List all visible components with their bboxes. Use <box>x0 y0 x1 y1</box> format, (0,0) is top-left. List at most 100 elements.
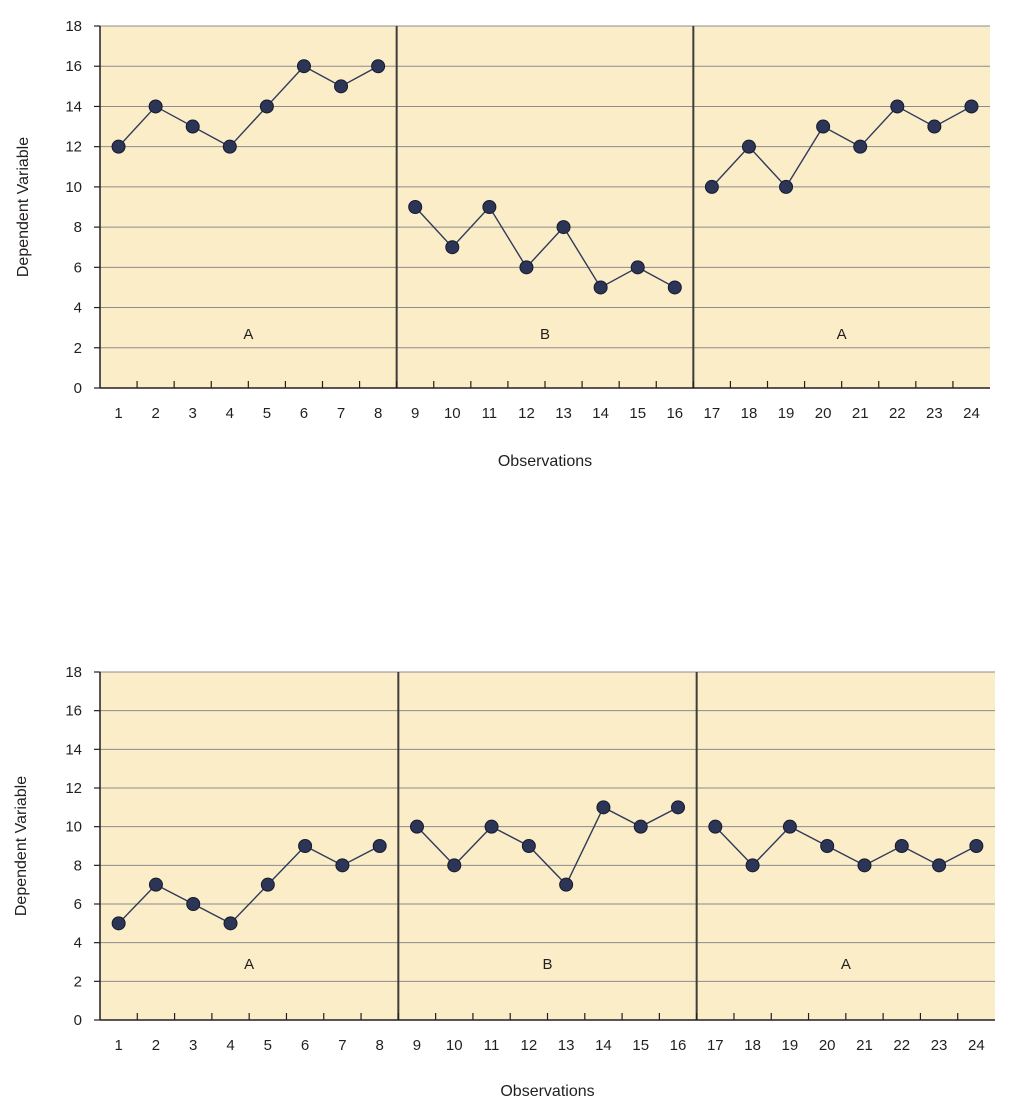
x-tick-label: 10 <box>446 1037 463 1054</box>
data-point <box>409 819 424 834</box>
series-line-phase-1 <box>118 845 381 925</box>
y-tick-label: 18 <box>65 18 82 35</box>
phase-label: A <box>837 326 847 343</box>
x-tick-label: 7 <box>337 405 345 422</box>
data-point <box>932 858 947 873</box>
data-point <box>372 839 387 853</box>
series-line-phase-2 <box>416 806 679 886</box>
data-point <box>521 839 536 853</box>
data-point <box>371 59 386 74</box>
y-axis-title: Dependent Variable <box>15 137 32 277</box>
data-point <box>296 59 311 74</box>
data-point <box>782 819 797 834</box>
x-tick-label: 20 <box>815 405 832 422</box>
phase-label: B <box>542 956 552 973</box>
data-point <box>559 877 574 892</box>
x-tick-label: 9 <box>411 405 419 422</box>
x-tick-label: 4 <box>226 1037 234 1054</box>
x-tick-label: 6 <box>301 1037 309 1054</box>
y-tick-label: 4 <box>74 935 82 952</box>
phase-label: A <box>243 326 253 343</box>
x-tick-label: 3 <box>189 405 197 422</box>
data-point <box>223 916 238 931</box>
y-tick-label: 6 <box>74 259 82 276</box>
x-tick-label: 8 <box>374 405 382 422</box>
x-tick-label: 19 <box>782 1037 799 1054</box>
data-point <box>185 119 200 134</box>
x-tick-label: 17 <box>704 405 721 422</box>
data-point <box>964 99 979 114</box>
series-line-phase-1 <box>118 65 379 148</box>
x-tick-label: 20 <box>819 1037 836 1054</box>
data-point <box>820 839 835 853</box>
y-tick-label: 6 <box>74 896 82 913</box>
data-point <box>484 819 499 834</box>
x-tick-label: 24 <box>968 1037 985 1054</box>
x-tick-label: 16 <box>666 405 683 422</box>
plot-background <box>100 672 995 1020</box>
data-point <box>667 280 682 295</box>
x-tick-label: 4 <box>226 405 234 422</box>
x-tick-label: 11 <box>482 405 498 422</box>
x-tick-label: 14 <box>592 405 609 422</box>
data-point <box>704 179 719 194</box>
x-tick-label: 14 <box>595 1037 612 1054</box>
x-tick-label: 1 <box>114 1037 122 1054</box>
data-point <box>853 139 868 154</box>
phase-label: A <box>841 956 851 973</box>
x-tick-label: 12 <box>518 405 535 422</box>
y-tick-label: 0 <box>74 380 82 397</box>
phase-label: A <box>244 956 254 973</box>
y-tick-label: 14 <box>65 741 82 758</box>
data-point <box>593 280 608 295</box>
data-point <box>633 819 648 834</box>
data-point <box>111 916 126 931</box>
x-tick-label: 2 <box>152 1037 160 1054</box>
x-tick-label: 6 <box>300 405 308 422</box>
y-tick-label: 12 <box>65 780 82 797</box>
x-tick-label: 15 <box>629 405 646 422</box>
y-tick-label: 2 <box>74 340 82 357</box>
x-tick-label: 9 <box>413 1037 421 1054</box>
data-point <box>482 200 497 214</box>
data-point <box>335 858 350 873</box>
x-tick-label: 19 <box>778 405 795 422</box>
x-tick-label: 10 <box>444 405 461 422</box>
x-tick-label: 22 <box>893 1037 910 1054</box>
data-point <box>816 119 831 134</box>
x-tick-label: 16 <box>670 1037 687 1054</box>
data-point <box>708 819 723 834</box>
x-tick-label: 7 <box>338 1037 346 1054</box>
data-point <box>519 260 534 275</box>
data-point <box>556 220 571 235</box>
data-point <box>969 839 984 853</box>
data-point <box>779 179 794 194</box>
series-line-phase-2 <box>414 205 676 289</box>
series-line-phase-3 <box>714 825 977 867</box>
y-tick-label: 16 <box>65 58 82 75</box>
data-point <box>260 877 275 892</box>
x-tick-label: 3 <box>189 1037 197 1054</box>
x-tick-label: 23 <box>931 1037 948 1054</box>
x-tick-label: 21 <box>852 405 869 422</box>
x-tick-label: 13 <box>555 405 572 422</box>
x-tick-label: 24 <box>963 405 980 422</box>
y-tick-label: 8 <box>74 219 82 236</box>
x-tick-label: 13 <box>558 1037 575 1054</box>
x-tick-label: 11 <box>484 1037 500 1054</box>
x-axis-title: Observations <box>498 453 592 470</box>
y-tick-label: 4 <box>74 300 82 317</box>
y-tick-label: 8 <box>74 857 82 874</box>
data-point <box>596 800 611 815</box>
x-tick-label: 23 <box>926 405 943 422</box>
data-point <box>445 240 460 255</box>
data-point <box>334 79 349 94</box>
x-axis-title: Observations <box>500 1083 594 1100</box>
data-point <box>186 897 201 911</box>
data-point <box>927 119 942 134</box>
data-point <box>630 260 645 275</box>
series-line-phase-3 <box>711 105 972 189</box>
data-point <box>857 858 872 873</box>
